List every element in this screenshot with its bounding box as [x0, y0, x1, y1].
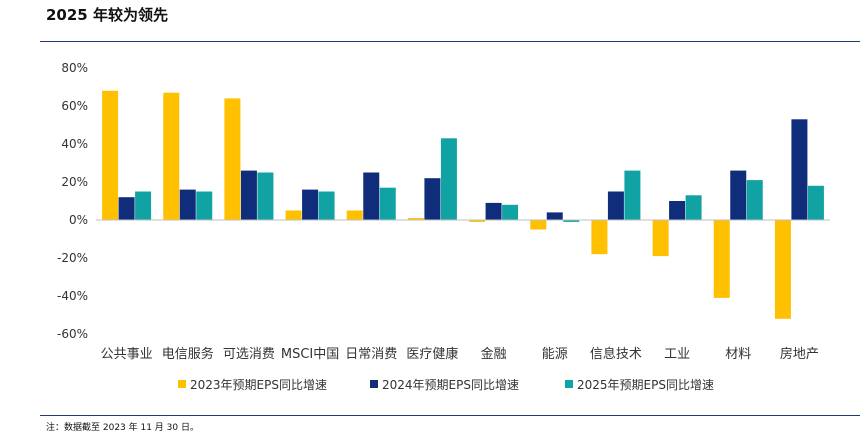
- bar-series-1-4: [346, 210, 363, 220]
- bar-series-3-0: [135, 191, 152, 220]
- y-tick-label: -40%: [57, 289, 88, 303]
- legend-label-3: 2025年预期EPS同比增速: [577, 378, 714, 392]
- bar-series-3-2: [257, 172, 274, 220]
- bar-series-2-11: [791, 119, 808, 220]
- bottom-rule: [40, 415, 860, 416]
- bar-series-3-3: [318, 191, 335, 220]
- bar-series-3-11: [807, 185, 824, 220]
- y-tick-label: 40%: [61, 137, 88, 151]
- bar-series-2-4: [363, 172, 380, 220]
- x-category-label: 金融: [481, 346, 507, 362]
- bar-series-1-6: [469, 220, 486, 222]
- x-category-label: 公共事业: [101, 347, 153, 362]
- legend-swatch-2: [370, 380, 378, 388]
- bar-series-3-5: [440, 138, 457, 220]
- legend: 2023年预期EPS同比增速 2024年预期EPS同比增速 2025年预期EPS同比…: [178, 378, 714, 392]
- source-note: 注：数据截至 2023 年 11 月 30 日。: [46, 423, 199, 433]
- bar-series-2-10: [730, 170, 747, 220]
- bar-series-3-9: [685, 195, 702, 220]
- bar-series-1-10: [713, 220, 730, 298]
- x-category-label: 房地产: [780, 346, 819, 362]
- bar-series-2-5: [424, 178, 441, 220]
- x-category-label: MSCI中国: [281, 347, 339, 362]
- x-category-label: 材料: [725, 347, 751, 362]
- x-axis-categories: 公共事业 电信服务 可选消费 MSCI中国 日常消费 医疗健康 金融 能源 信息技术 工业 材料 房地…: [101, 346, 819, 362]
- y-tick-label: -20%: [57, 251, 88, 265]
- bar-series-2-0: [118, 197, 135, 220]
- bar-series-3-4: [379, 187, 396, 220]
- bar-series-2-1: [179, 189, 196, 220]
- legend-swatch-1: [178, 380, 186, 388]
- bars: [102, 90, 824, 319]
- y-tick-label: 0%: [69, 213, 88, 227]
- x-category-label: 信息技术: [590, 346, 642, 362]
- bar-series-1-1: [163, 92, 180, 220]
- bar-series-1-3: [285, 210, 302, 220]
- bar-series-2-2: [240, 170, 257, 220]
- bar-series-2-3: [302, 189, 319, 220]
- legend-label-1: 2023年预期EPS同比增速: [190, 378, 327, 392]
- x-category-label: 医疗健康: [406, 346, 458, 362]
- bar-series-3-6: [502, 204, 519, 220]
- bar-series-2-8: [607, 191, 624, 220]
- bar-chart: 80% 60% 40% 20% 0% -20% -40% -60% 公共事业 电信服务 可选消费 M…: [57, 61, 830, 392]
- y-tick-label: 20%: [61, 175, 88, 189]
- x-category-label: 日常消费: [345, 347, 397, 362]
- bar-series-3-10: [746, 180, 763, 220]
- chart-title: 2025 年较为领先: [46, 6, 168, 24]
- bar-series-1-9: [652, 220, 669, 257]
- bar-series-2-6: [485, 202, 502, 220]
- bar-series-2-9: [669, 201, 686, 220]
- x-category-label: 工业: [664, 347, 690, 362]
- x-category-label: 电信服务: [162, 346, 214, 362]
- legend-swatch-3: [565, 380, 573, 388]
- y-axis-ticks: 80% 60% 40% 20% 0% -20% -40% -60%: [57, 61, 88, 341]
- y-tick-label: 60%: [61, 99, 88, 113]
- bar-series-3-1: [196, 191, 213, 220]
- legend-label-2: 2024年预期EPS同比增速: [382, 378, 519, 392]
- y-tick-label: 80%: [61, 61, 88, 75]
- bar-series-1-5: [407, 218, 424, 220]
- top-rule: [40, 41, 860, 42]
- x-category-label: 能源: [542, 347, 568, 362]
- bar-series-1-11: [774, 220, 791, 319]
- bar-series-1-2: [224, 98, 241, 220]
- y-tick-label: -60%: [57, 327, 88, 341]
- bar-series-3-8: [624, 170, 641, 220]
- bar-series-1-8: [591, 220, 608, 255]
- bar-series-1-7: [530, 220, 547, 230]
- x-category-label: 可选消费: [223, 347, 275, 362]
- bar-series-3-7: [563, 220, 580, 222]
- bar-series-2-7: [546, 212, 563, 220]
- bar-series-1-0: [102, 90, 119, 220]
